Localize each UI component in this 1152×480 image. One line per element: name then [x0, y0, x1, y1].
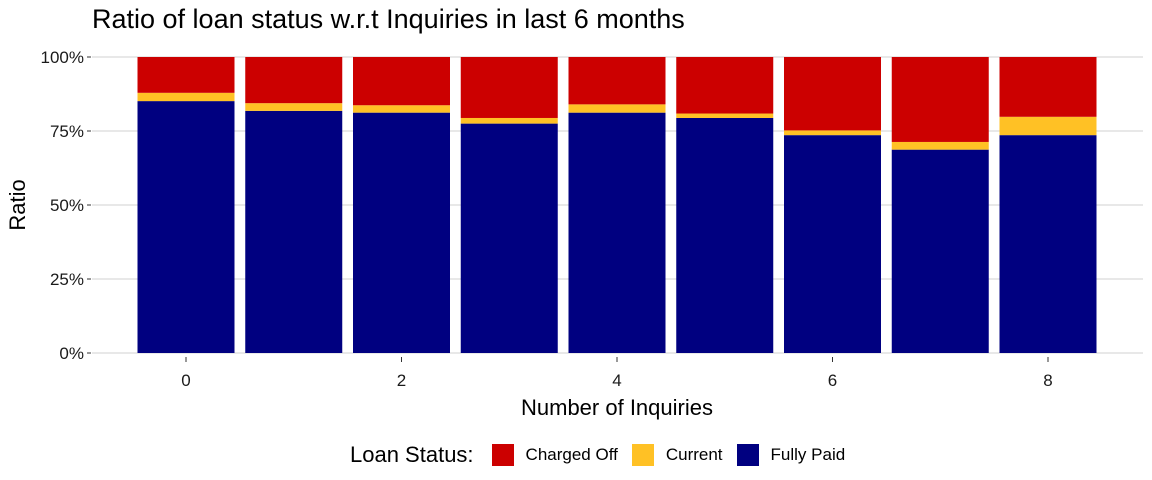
legend-item-current: Current [631, 444, 723, 466]
legend-label-charged-off: Charged Off [525, 445, 618, 464]
bar-current-8 [999, 116, 1097, 136]
bar-charged-off-5 [676, 57, 774, 114]
bar-charged-off-0 [137, 57, 235, 93]
bar-fully-paid-3 [460, 123, 558, 353]
bar-charged-off-3 [460, 57, 558, 118]
bar-fully-paid-8 [999, 135, 1097, 353]
bar-fully-paid-5 [676, 117, 774, 353]
bar-charged-off-2 [353, 57, 450, 106]
bar-charged-off-4 [568, 57, 666, 105]
bar-fully-paid-4 [568, 112, 666, 353]
bar-fully-paid-1 [245, 110, 343, 353]
legend-title: Loan Status: [350, 442, 474, 467]
y-tick-label: 0% [59, 344, 84, 363]
x-tick-label: 2 [397, 371, 406, 390]
legend-label-current: Current [665, 445, 723, 464]
y-tick-label: 100% [41, 48, 84, 67]
legend-key-charged-off [491, 444, 514, 466]
x-tick-label: 0 [181, 371, 190, 390]
bar-current-5 [676, 113, 774, 118]
bar-fully-paid-6 [784, 135, 881, 353]
legend-label-fully-paid: Fully Paid [770, 445, 846, 464]
bar-current-6 [784, 130, 881, 136]
x-tick-label: 4 [612, 371, 621, 390]
y-tick-label: 50% [50, 196, 84, 215]
bar-fully-paid-0 [137, 101, 235, 353]
bar-charged-off-8 [999, 57, 1097, 117]
legend-item-charged-off: Charged Off [491, 444, 618, 466]
bar-current-1 [245, 103, 343, 111]
x-tick-label: 8 [1043, 371, 1052, 390]
y-tick-label: 75% [50, 122, 84, 141]
x-axis-title: Number of Inquiries [521, 395, 713, 420]
bar-current-2 [353, 105, 450, 113]
bar-charged-off-6 [784, 57, 881, 131]
legend: Loan Status: Charged Off Current Fully P… [350, 440, 859, 470]
y-tick-label: 25% [50, 270, 84, 289]
x-tick-label: 6 [828, 371, 837, 390]
legend-key-fully-paid [736, 444, 759, 466]
bar-fully-paid-7 [891, 149, 989, 353]
bar-charged-off-7 [891, 57, 989, 142]
bar-charged-off-1 [245, 57, 343, 104]
bar-current-4 [568, 104, 666, 113]
legend-item-fully-paid: Fully Paid [736, 444, 846, 466]
bar-fully-paid-2 [353, 112, 450, 353]
bar-current-3 [460, 117, 558, 124]
bar-current-7 [891, 141, 989, 150]
legend-key-current [631, 444, 654, 466]
y-axis-title: Ratio [5, 179, 30, 230]
chart-title: Ratio of loan status w.r.t Inquiries in … [92, 4, 685, 34]
bar-current-0 [137, 92, 235, 102]
